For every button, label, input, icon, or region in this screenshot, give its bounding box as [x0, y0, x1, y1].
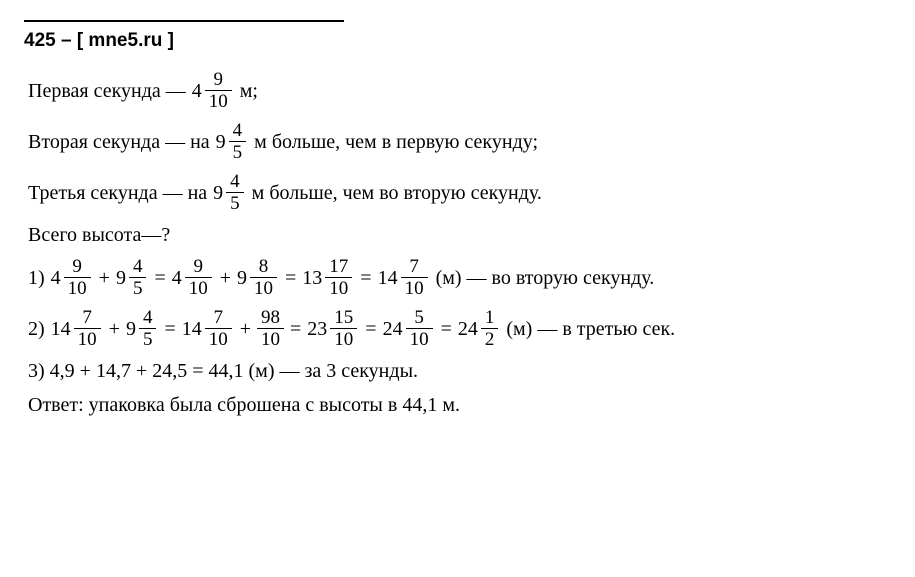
- line3-suffix: м больше, чем во вторую секунду.: [252, 181, 542, 205]
- line2-suffix: м больше, чем в первую секунду;: [254, 130, 538, 154]
- line3-prefix: Третья секунда — на: [28, 181, 207, 205]
- line1-suffix: м;: [240, 79, 258, 103]
- line2-fraction: 9 4 5: [216, 121, 249, 162]
- step-2: 2) 14 710 + 9 45 = 14 710 + 9810 = 23 15…: [24, 308, 891, 349]
- line3-fraction: 9 4 5: [213, 172, 246, 213]
- line1-prefix: Первая секунда —: [28, 79, 186, 103]
- line1-fraction: 4 9 10: [192, 70, 234, 111]
- line2-prefix: Вторая секунда — на: [28, 130, 210, 154]
- step-1: 1) 4 910 + 9 45 = 4 910 + 9 810 = 13 171…: [24, 257, 891, 298]
- line-second-second: Вторая секунда — на 9 4 5 м больше, чем …: [24, 121, 891, 162]
- line-first-second: Первая секунда — 4 9 10 м;: [24, 70, 891, 111]
- line-question: Всего высота—?: [24, 223, 891, 247]
- line-third-second: Третья секунда — на 9 4 5 м больше, чем …: [24, 172, 891, 213]
- answer-line: Ответ: упаковка была сброшена с высоты в…: [24, 393, 891, 417]
- step-3: 3) 4,9 + 14,7 + 24,5 = 44,1 (м) — за 3 с…: [24, 359, 891, 383]
- top-divider: [24, 20, 344, 22]
- problem-header: 425 – [ mne5.ru ]: [24, 30, 891, 52]
